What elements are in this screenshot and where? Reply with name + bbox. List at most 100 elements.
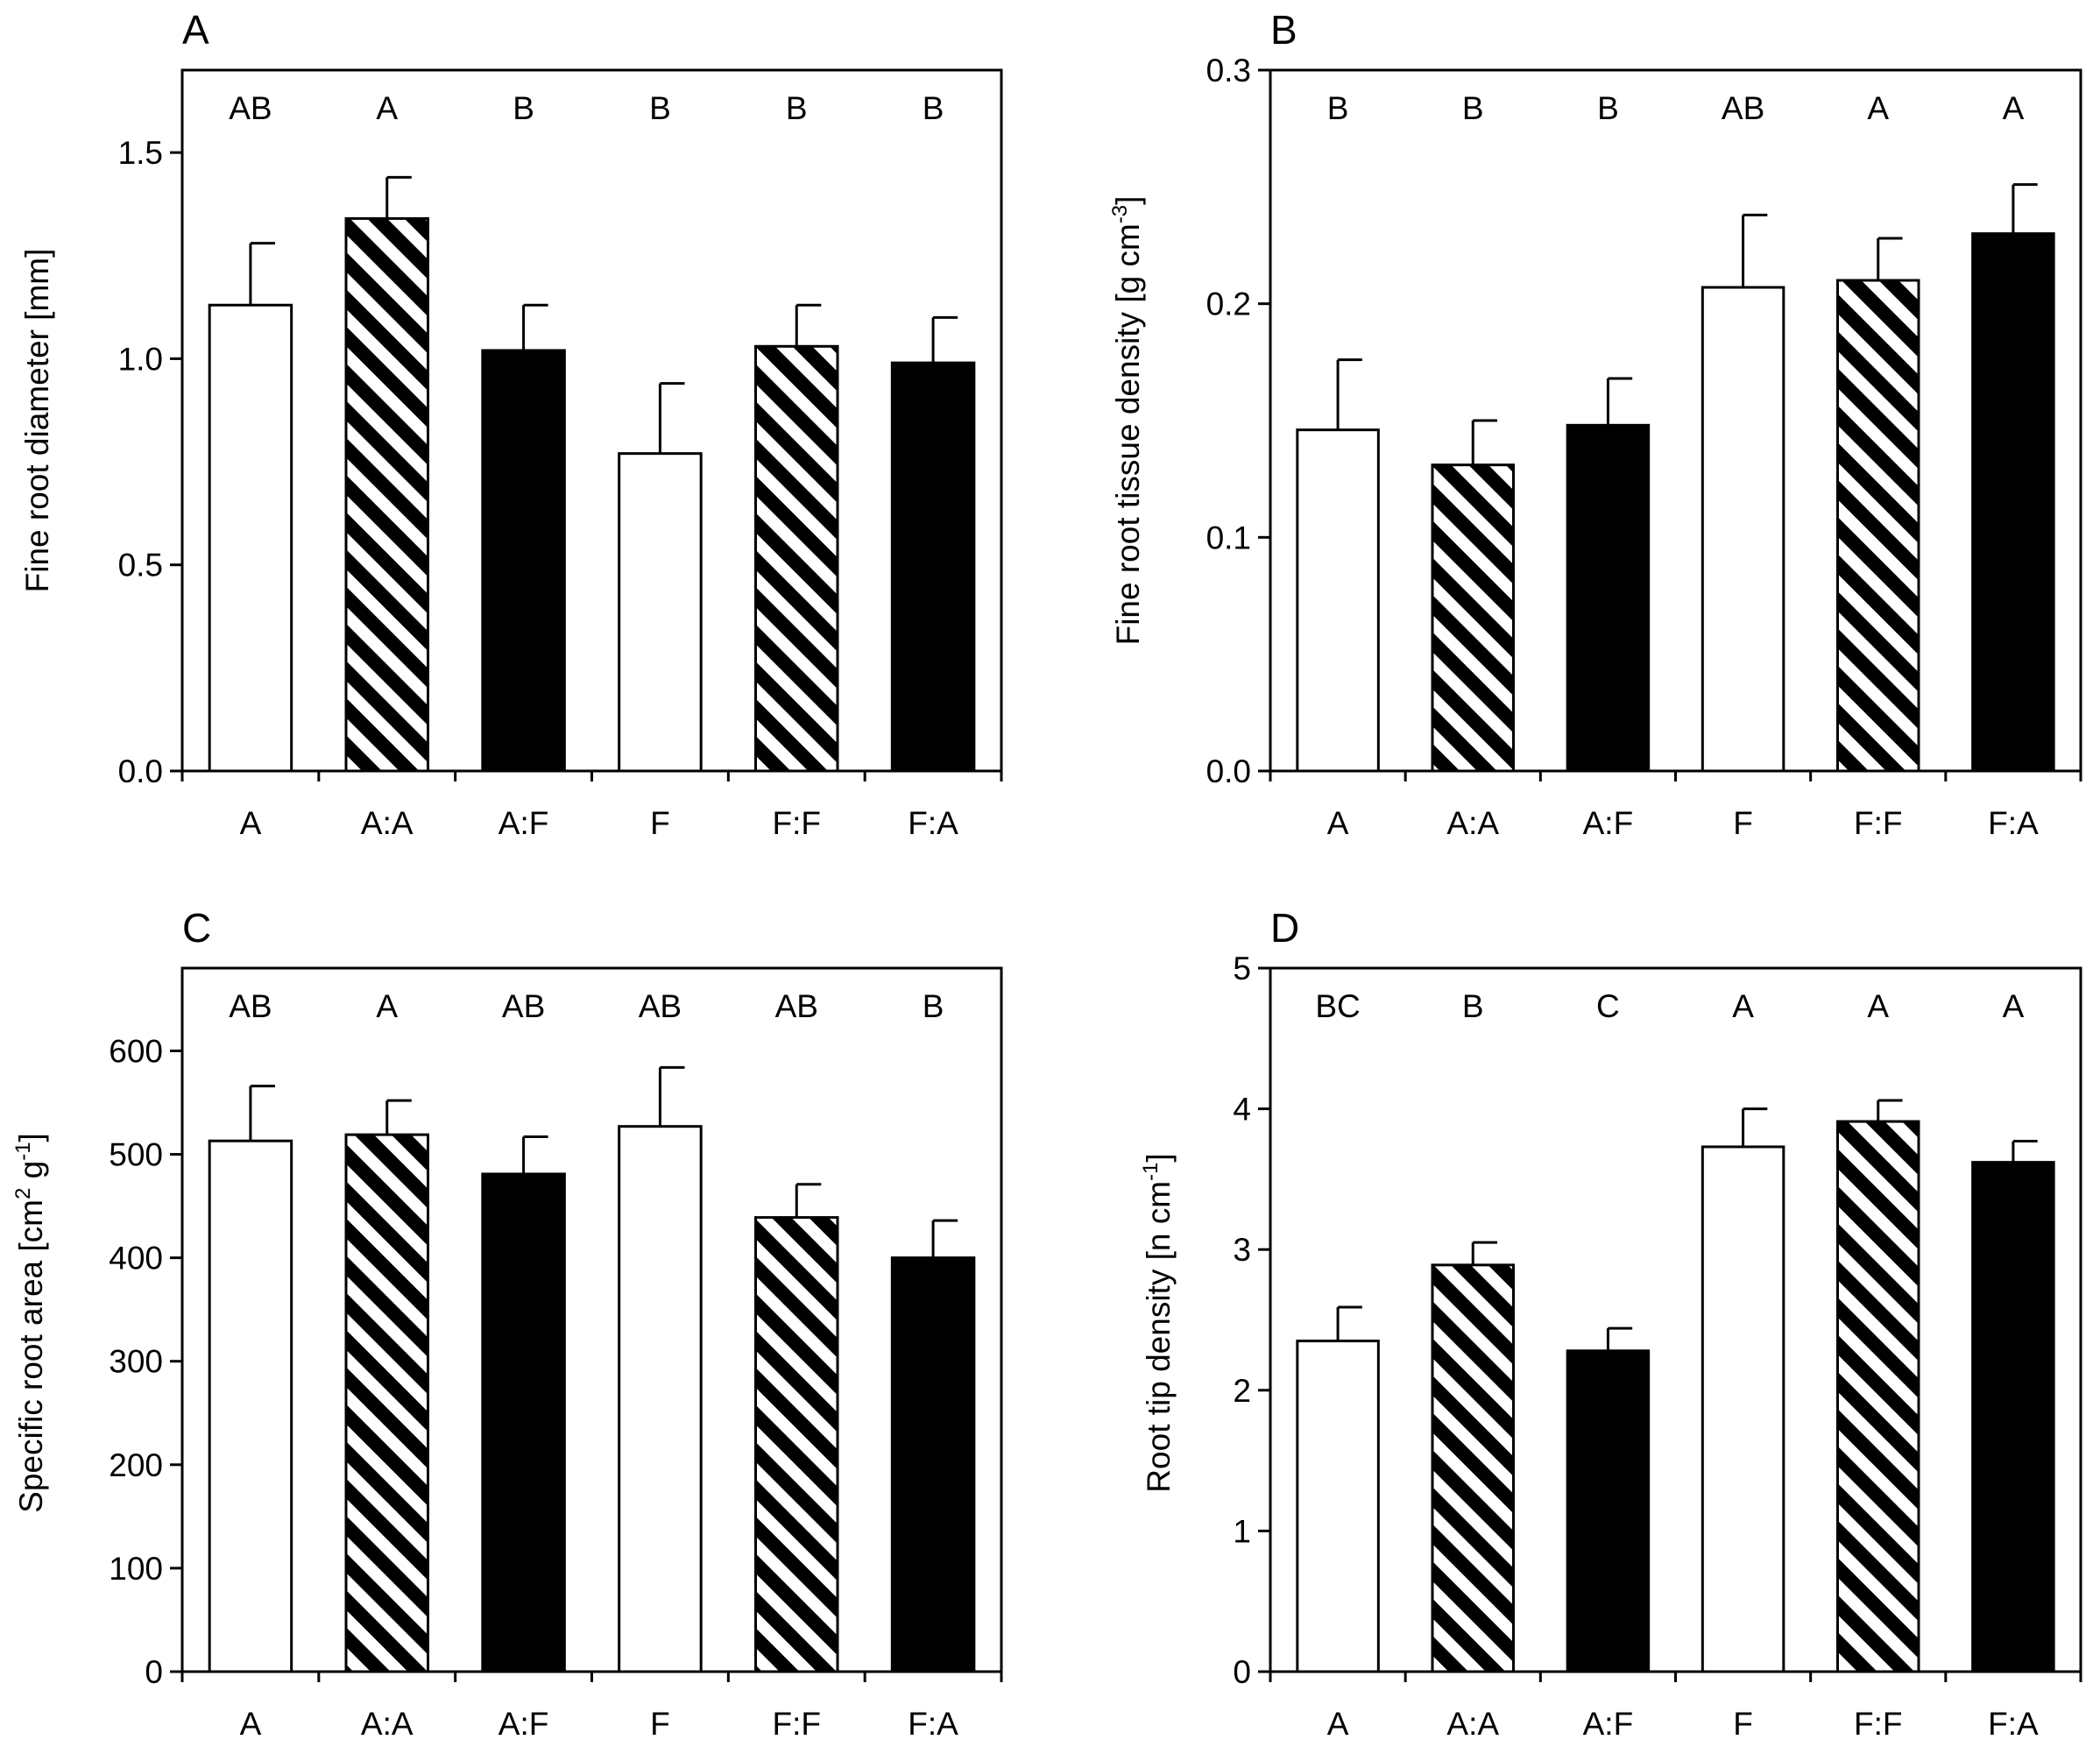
panel-b-significance-letter: A	[2003, 90, 2025, 126]
panel-c-significance-letter: AB	[639, 988, 682, 1024]
panel-d-bar-F	[1701, 1145, 1785, 1673]
panel-b-category-label: F	[1733, 805, 1753, 841]
panel-a-bar-FF	[754, 344, 839, 773]
panel-a-category-label: F:F	[773, 805, 821, 841]
panel-d-significance-letter: A	[2003, 988, 2025, 1024]
panel-d-significance-letter: B	[1462, 988, 1484, 1024]
panel-a-category-label: A:A	[361, 805, 414, 841]
panel-d-category-label: A:A	[1446, 1706, 1499, 1742]
panel-d-category-label: A	[1327, 1706, 1349, 1742]
panel-a-category-label: F	[650, 805, 670, 841]
panel-c-letter: C	[182, 905, 211, 951]
panel-c-y-tick-label: 100	[109, 1551, 163, 1587]
panel-a-significance-letter: A	[376, 90, 398, 126]
panel-c-bar-A	[208, 1139, 293, 1673]
panel-d-bar-A	[1296, 1340, 1380, 1673]
panel-b-bar-A	[1296, 428, 1380, 773]
panel-d-y-axis-title: Root tip density [n cm-1]	[1139, 1153, 1177, 1492]
panel-d-significance-letter: A	[1732, 988, 1754, 1024]
panel-b-significance-letter: B	[1327, 90, 1349, 126]
panel-a-significance-letter: AB	[229, 90, 272, 126]
panel-d-category-label: F	[1733, 1706, 1753, 1742]
panel-a-y-tick-label: 1.5	[118, 135, 163, 171]
panel-c-y-tick-label: 400	[109, 1241, 163, 1277]
panel-a-category-label: A:F	[498, 805, 549, 841]
panel-c-category-label: A:A	[361, 1706, 414, 1742]
panel-c-category-label: F:A	[908, 1706, 958, 1742]
panel-c-y-axis-title: Specific root area [cm2 g-1]	[11, 1133, 49, 1513]
panel-d-category-label: F:F	[1854, 1706, 1902, 1742]
panel-c-y-tick-label: 500	[109, 1137, 163, 1173]
panel-b-category-label: F:A	[1988, 805, 2039, 841]
panel-c-bar-F	[618, 1125, 703, 1673]
panel-b-significance-letter: B	[1462, 90, 1484, 126]
panel-a-bar-FA	[890, 361, 976, 773]
panel-b-bar-AF	[1566, 423, 1651, 773]
panel-c-bar-FF	[754, 1216, 839, 1673]
panel-b-letter: B	[1270, 7, 1297, 53]
panel-c-bar-FA	[890, 1256, 976, 1673]
panel-b-significance-letter: B	[1597, 90, 1619, 126]
panel-b-bar-F	[1701, 286, 1785, 773]
panel-d-significance-letter: A	[1867, 988, 1889, 1024]
panel-c-y-tick-label: 0	[145, 1654, 163, 1690]
panel-a-significance-letter: B	[786, 90, 808, 126]
panel-a-y-tick-label: 0.0	[118, 753, 163, 789]
panel-c-y-tick-label: 300	[109, 1344, 163, 1380]
panel-a-significance-letter: B	[649, 90, 671, 126]
panel-b-category-label: A	[1327, 805, 1349, 841]
panel-b-category-label: A:A	[1446, 805, 1499, 841]
panel-d-y-tick-label: 3	[1233, 1232, 1251, 1268]
panel-c: C Specific root area [cm2 g-1] 0 100 200 30…	[11, 905, 1003, 1742]
panel-d-bar-AA	[1431, 1263, 1515, 1673]
panel-b-bar-AA	[1431, 463, 1515, 773]
panel-c-y-tick-label: 200	[109, 1447, 163, 1483]
panel-c-category-label: F	[650, 1706, 670, 1742]
panel-b-bar-FA	[1971, 232, 2055, 773]
panel-c-significance-letter: AB	[775, 988, 818, 1024]
panel-d-y-tick-label: 2	[1233, 1373, 1251, 1409]
panel-c-y-tick-label: 600	[109, 1033, 163, 1069]
panel-b-y-tick-label: 0.2	[1206, 286, 1251, 322]
panel-d-category-label: A:F	[1583, 1706, 1634, 1742]
panel-d-letter: D	[1270, 905, 1299, 951]
panel-d-category-label: F:A	[1988, 1706, 2039, 1742]
panel-b: B Fine root tissue density [g cm-3] 0.0 0…	[1108, 7, 2082, 841]
panel-d-y-tick-label: 1	[1233, 1513, 1251, 1549]
panel-d-bar-AF	[1566, 1349, 1651, 1673]
panel-b-significance-letter: A	[1867, 90, 1889, 126]
panel-c-category-label: A	[240, 1706, 262, 1742]
panel-a: A Fine root diameter [mm] 0.00.51.01.5AB…	[19, 7, 1003, 841]
panel-c-category-label: F:F	[773, 1706, 821, 1742]
panel-a-bar-A	[208, 303, 293, 773]
panel-a-y-axis-title: Fine root diameter [mm]	[19, 249, 55, 593]
panel-c-significance-letter: AB	[502, 988, 545, 1024]
panel-a-significance-letter: B	[923, 90, 944, 126]
panel-a-significance-letter: B	[513, 90, 534, 126]
panel-d-y-tick-label: 0	[1233, 1654, 1251, 1690]
panel-c-category-label: A:F	[498, 1706, 549, 1742]
panel-b-y-tick-label: 0.3	[1206, 53, 1251, 88]
panel-d-bar-FF	[1836, 1120, 1920, 1673]
panel-a-category-label: F:A	[908, 805, 958, 841]
panel-a-bar-AA	[344, 216, 429, 773]
panel-a-letter: A	[182, 7, 209, 53]
panel-b-category-label: A:F	[1583, 805, 1634, 841]
panel-c-bar-AF	[481, 1172, 566, 1673]
panel-c-bar-AA	[344, 1133, 429, 1673]
panel-b-bar-FF	[1836, 279, 1920, 773]
panel-d: D Root tip density [n cm-1] 0 1 2 3 4 5 BC A B A:…	[1139, 905, 2082, 1742]
panel-c-significance-letter: A	[376, 988, 398, 1024]
panel-d-significance-letter: BC	[1315, 988, 1360, 1024]
panel-a-frame	[180, 68, 1003, 773]
panel-b-y-tick-label: 0.0	[1206, 753, 1251, 789]
panel-a-y-tick-label: 1.0	[118, 341, 163, 377]
panel-b-frame	[1269, 68, 2082, 773]
panel-a-bar-AF	[481, 349, 566, 773]
panel-b-significance-letter: AB	[1722, 90, 1764, 126]
panel-c-significance-letter: AB	[229, 988, 272, 1024]
panel-a-y-tick-label: 0.5	[118, 548, 163, 583]
panel-d-significance-letter: C	[1596, 988, 1620, 1024]
panel-d-y-tick-label: 4	[1233, 1092, 1251, 1128]
panel-b-category-label: F:F	[1854, 805, 1902, 841]
